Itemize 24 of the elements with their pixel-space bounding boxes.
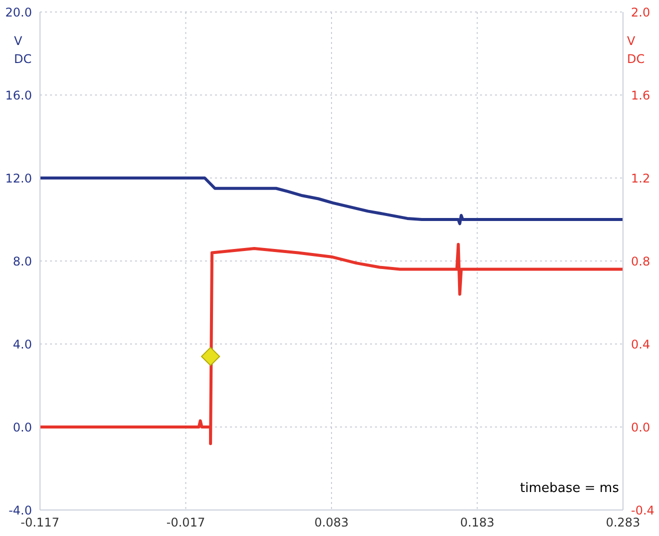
- y-tick-label: 8.0: [12, 254, 32, 268]
- y2-tick-label: 2.0: [631, 5, 650, 20]
- y-tick-label: 16.0: [5, 88, 32, 102]
- y2-tick-label: 1.2: [631, 171, 650, 186]
- y2-tick-label: 0.4: [631, 337, 650, 352]
- y-tick-label: 12.0: [5, 171, 32, 186]
- line-series: [40, 242, 623, 446]
- y2-tick-label: 0.8: [631, 254, 650, 268]
- y2-axis-title: V DC: [627, 33, 646, 68]
- x-tick-label: 0.283: [606, 516, 640, 530]
- y2-tick-label: 0.0: [631, 420, 650, 434]
- y2-tick-label: -0.4: [631, 503, 654, 518]
- x-tick-label: 0.083: [314, 516, 349, 530]
- y-tick-label: -4.0: [8, 503, 32, 518]
- y-tick-label: 0.0: [12, 420, 32, 434]
- y2-tick-label: 1.6: [631, 88, 650, 102]
- y-tick-label: 4.0: [12, 337, 32, 352]
- y-axis-title: V DC: [14, 33, 33, 68]
- x-tick-label: -0.117: [20, 516, 60, 530]
- line-series: [40, 176, 623, 226]
- x-tick-label: -0.017: [166, 516, 206, 530]
- y-tick-label: 20.0: [5, 5, 32, 20]
- annotation: timebase = ms: [520, 481, 619, 496]
- x-tick-label: 0.183: [460, 516, 494, 530]
